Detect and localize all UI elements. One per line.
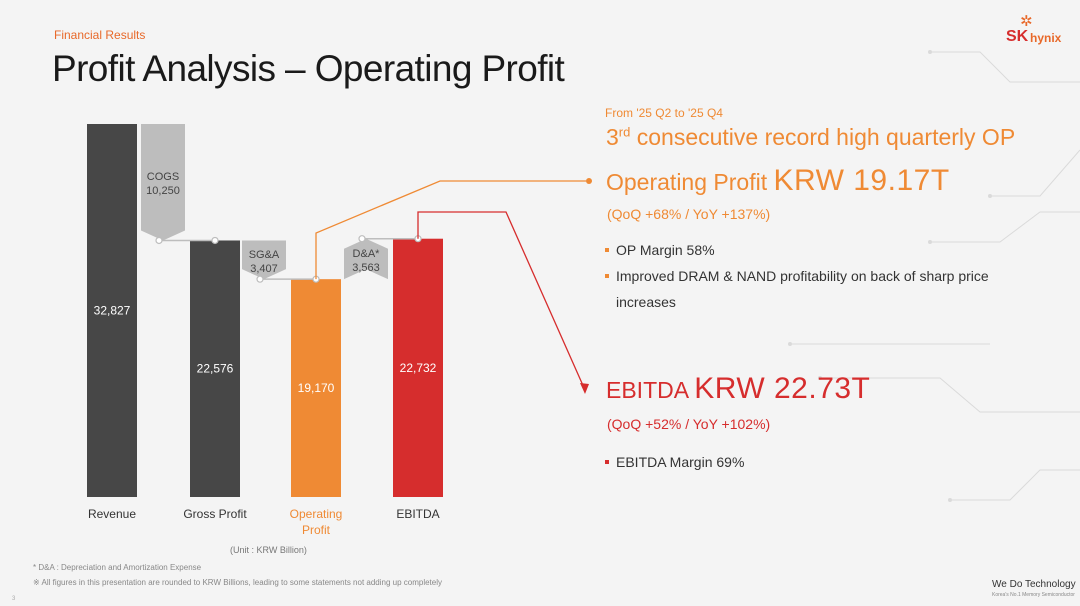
record-post: consecutive record high quarterly OP	[630, 124, 1016, 150]
bullet-square-icon	[605, 460, 609, 464]
step-name-label: D&A*	[353, 248, 381, 260]
step-da	[344, 238, 388, 280]
op-bullet-text: Improved DRAM & NAND profitability on ba…	[616, 268, 989, 310]
step-sga	[242, 240, 286, 280]
category-tick-label: Revenue	[88, 507, 136, 521]
ebitda-change: (QoQ +52% / YoY +102%)	[607, 416, 771, 432]
op-value: KRW 19.17T	[773, 164, 950, 197]
record-headline: 3rd consecutive record high quarterly OP	[606, 124, 1015, 151]
ebitda-callout-line	[417, 211, 586, 391]
bar-value-label: 22,576	[197, 362, 234, 376]
connector-dot	[155, 236, 163, 245]
ebitda-label: EBITDA	[606, 377, 695, 403]
op-bullet: Improved DRAM & NAND profitability on ba…	[605, 263, 1025, 315]
category-tick-label: EBITDA	[396, 507, 439, 521]
bar-gross-profit	[190, 240, 240, 497]
section-label: Financial Results	[54, 28, 146, 42]
op-change: (QoQ +68% / YoY +137%)	[607, 206, 771, 222]
step-value-label: 10,250	[146, 185, 180, 197]
ebitda-bullet-text: EBITDA Margin 69%	[616, 454, 745, 470]
tagline-sub: Korea's No.1 Memory Semiconductor	[992, 592, 1075, 598]
category-tick-label: Operating	[290, 507, 343, 521]
bar-value-label: 22,732	[400, 361, 437, 375]
bar-ebitda	[393, 238, 443, 497]
op-bullet: OP Margin 58%	[605, 237, 1025, 263]
op-bullet-text: OP Margin 58%	[616, 242, 715, 258]
step-value-label: 3,407	[250, 263, 278, 275]
step-name-label: COGS	[147, 171, 179, 183]
period-label: From '25 Q2 to '25 Q4	[605, 106, 723, 120]
footnote-rounding: ※ All figures in this presentation are r…	[33, 578, 443, 587]
page-title: Profit Analysis – Operating Profit	[52, 48, 565, 89]
ebitda-value: KRW 22.73T	[694, 372, 871, 405]
bar-value-label: 19,170	[298, 381, 335, 395]
category-tick-label: Gross Profit	[183, 507, 247, 521]
bullet-square-icon	[605, 274, 609, 278]
step-cogs	[141, 124, 185, 241]
logo-sk-text: SK	[1006, 28, 1029, 45]
logo-hynix-text: hynix	[1030, 31, 1062, 45]
ebitda-bullet: EBITDA Margin 69%	[605, 449, 905, 475]
connector-dot	[211, 236, 219, 245]
ebitda-bullet-list: EBITDA Margin 69%	[605, 449, 905, 475]
step-name-label: SG&A	[249, 249, 280, 261]
logo-mark-icon: ✲	[1020, 13, 1033, 30]
record-sup: rd	[618, 124, 631, 140]
step-value-label: 3,563	[352, 262, 380, 274]
footnote-da: * D&A : Depreciation and Amortization Ex…	[33, 563, 202, 572]
op-bullet-list: OP Margin 58% Improved DRAM & NAND profi…	[605, 237, 1025, 315]
ebitda-callout-arrow	[580, 383, 589, 394]
bar-value-label: 32,827	[94, 304, 131, 318]
connector-dot	[358, 235, 366, 243]
page-number: 3	[12, 596, 16, 602]
tagline: We Do Technology	[992, 579, 1076, 590]
connector-dot	[256, 275, 264, 283]
op-callout-line	[315, 180, 586, 280]
bar-operating-profit	[291, 279, 341, 497]
sk-hynix-logo: ✲ SK hynix	[1006, 14, 1072, 46]
ebitda-headline: EBITDA KRW 22.73T	[606, 372, 870, 406]
bullet-square-icon	[605, 248, 609, 252]
bar-revenue	[87, 124, 137, 497]
op-callout-dot	[586, 178, 592, 184]
op-label: Operating Profit	[606, 169, 774, 195]
record-pre: 3	[606, 124, 619, 150]
op-headline: Operating Profit KRW 19.17T	[606, 164, 950, 198]
category-tick-label: Profit	[302, 523, 331, 537]
chart-unit-label: (Unit : KRW Billion)	[230, 545, 307, 555]
